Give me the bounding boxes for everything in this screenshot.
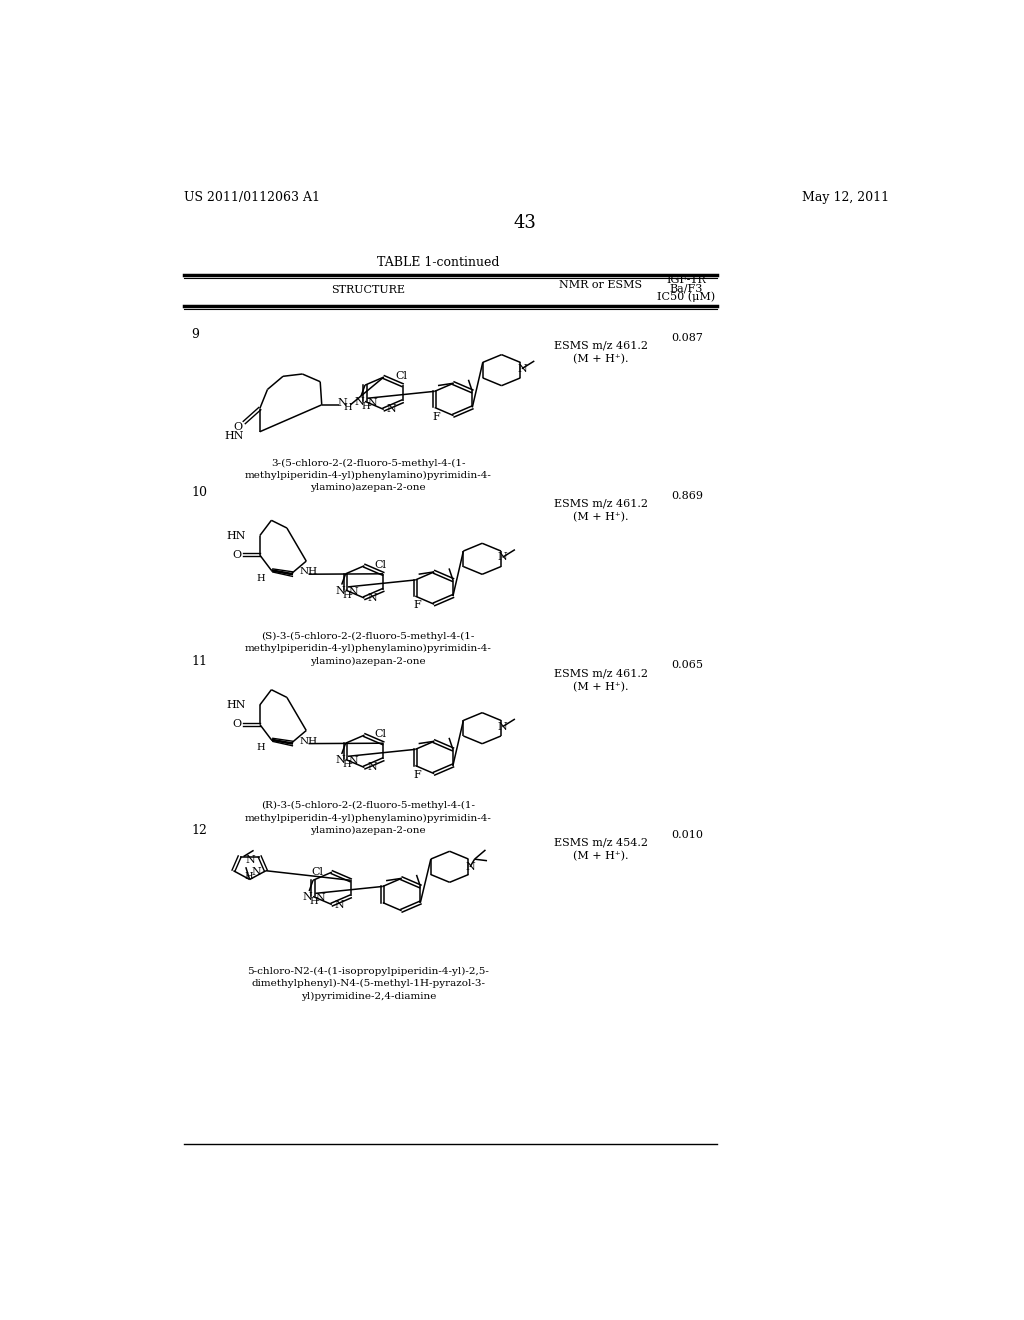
Text: 3-(5-chloro-2-(2-fluoro-5-methyl-4-(1-
methylpiperidin-4-yl)phenylamino)pyrimidi: 3-(5-chloro-2-(2-fluoro-5-methyl-4-(1- m… xyxy=(245,459,492,492)
Text: H: H xyxy=(361,403,370,412)
Text: Cl: Cl xyxy=(374,560,386,569)
Text: N: N xyxy=(498,552,508,562)
Text: ESMS m/z 461.2
(M + H⁺).: ESMS m/z 461.2 (M + H⁺). xyxy=(554,499,648,523)
Text: N: N xyxy=(498,722,508,731)
Text: 0.087: 0.087 xyxy=(672,333,703,343)
Text: N: N xyxy=(335,586,345,595)
Text: (S)-3-(5-chloro-2-(2-fluoro-5-methyl-4-(1-
methylpiperidin-4-yl)phenylamino)pyri: (S)-3-(5-chloro-2-(2-fluoro-5-methyl-4-(… xyxy=(245,632,492,665)
Text: N: N xyxy=(368,763,377,772)
Text: O: O xyxy=(233,422,243,432)
Text: F: F xyxy=(432,412,440,421)
Text: 9: 9 xyxy=(191,327,200,341)
Text: N: N xyxy=(368,397,378,408)
Text: (R)-3-(5-chloro-2-(2-fluoro-5-methyl-4-(1-
methylpiperidin-4-yl)phenylamino)pyri: (R)-3-(5-chloro-2-(2-fluoro-5-methyl-4-(… xyxy=(245,801,492,836)
Text: 0.869: 0.869 xyxy=(672,491,703,500)
Text: NH: NH xyxy=(299,568,317,577)
Text: N: N xyxy=(246,855,255,866)
Text: 10: 10 xyxy=(191,486,208,499)
Text: H: H xyxy=(342,760,350,770)
Text: H: H xyxy=(256,743,265,752)
Text: N: N xyxy=(303,892,312,902)
Text: 12: 12 xyxy=(191,825,208,837)
Text: HN: HN xyxy=(224,430,245,441)
Text: ESMS m/z 461.2
(M + H⁺).: ESMS m/z 461.2 (M + H⁺). xyxy=(554,668,648,692)
Text: 0.010: 0.010 xyxy=(672,829,703,840)
Text: N: N xyxy=(337,399,347,408)
Text: O: O xyxy=(232,719,241,730)
Text: HN: HN xyxy=(226,531,246,541)
Text: H: H xyxy=(256,574,265,582)
Text: Cl: Cl xyxy=(395,371,407,381)
Text: F: F xyxy=(413,601,421,610)
Text: N: N xyxy=(335,755,345,766)
Text: N: N xyxy=(252,867,261,878)
Text: N: N xyxy=(368,593,377,603)
Text: May 12, 2011: May 12, 2011 xyxy=(802,191,890,203)
Text: NH: NH xyxy=(299,737,317,746)
Text: O: O xyxy=(232,550,241,560)
Text: 11: 11 xyxy=(191,655,208,668)
Text: US 2011/0112063 A1: US 2011/0112063 A1 xyxy=(183,191,319,203)
Text: N: N xyxy=(387,404,396,414)
Text: N: N xyxy=(354,397,365,407)
Text: NMR or ESMS: NMR or ESMS xyxy=(559,280,642,290)
Text: N: N xyxy=(348,756,358,766)
Text: H: H xyxy=(342,591,350,599)
Text: N: N xyxy=(316,894,326,903)
Text: ESMS m/z 454.2
(M + H⁺).: ESMS m/z 454.2 (M + H⁺). xyxy=(554,838,648,861)
Text: H: H xyxy=(344,404,352,412)
Text: H: H xyxy=(309,898,318,907)
Text: TABLE 1-continued: TABLE 1-continued xyxy=(377,256,500,269)
Text: 5-chloro-N2-(4-(1-isopropylpiperidin-4-yl)-2,5-
dimethylphenyl)-N4-(5-methyl-1H-: 5-chloro-N2-(4-(1-isopropylpiperidin-4-y… xyxy=(248,966,489,1001)
Text: N: N xyxy=(465,862,475,873)
Text: Ba/F3: Ba/F3 xyxy=(670,284,702,293)
Text: Cl: Cl xyxy=(374,729,386,739)
Text: STRUCTURE: STRUCTURE xyxy=(331,285,406,296)
Text: N: N xyxy=(517,364,526,374)
Text: N: N xyxy=(335,899,344,909)
Text: IGF-1R: IGF-1R xyxy=(667,275,706,285)
Text: 0.065: 0.065 xyxy=(672,660,703,671)
Text: H: H xyxy=(245,873,253,882)
Text: ESMS m/z 461.2
(M + H⁺).: ESMS m/z 461.2 (M + H⁺). xyxy=(554,341,648,364)
Text: F: F xyxy=(413,770,421,780)
Text: HN: HN xyxy=(226,700,246,710)
Text: N: N xyxy=(348,586,358,597)
Text: 43: 43 xyxy=(513,214,537,232)
Text: Cl: Cl xyxy=(312,867,324,878)
Text: IC50 (μM): IC50 (μM) xyxy=(657,292,715,302)
